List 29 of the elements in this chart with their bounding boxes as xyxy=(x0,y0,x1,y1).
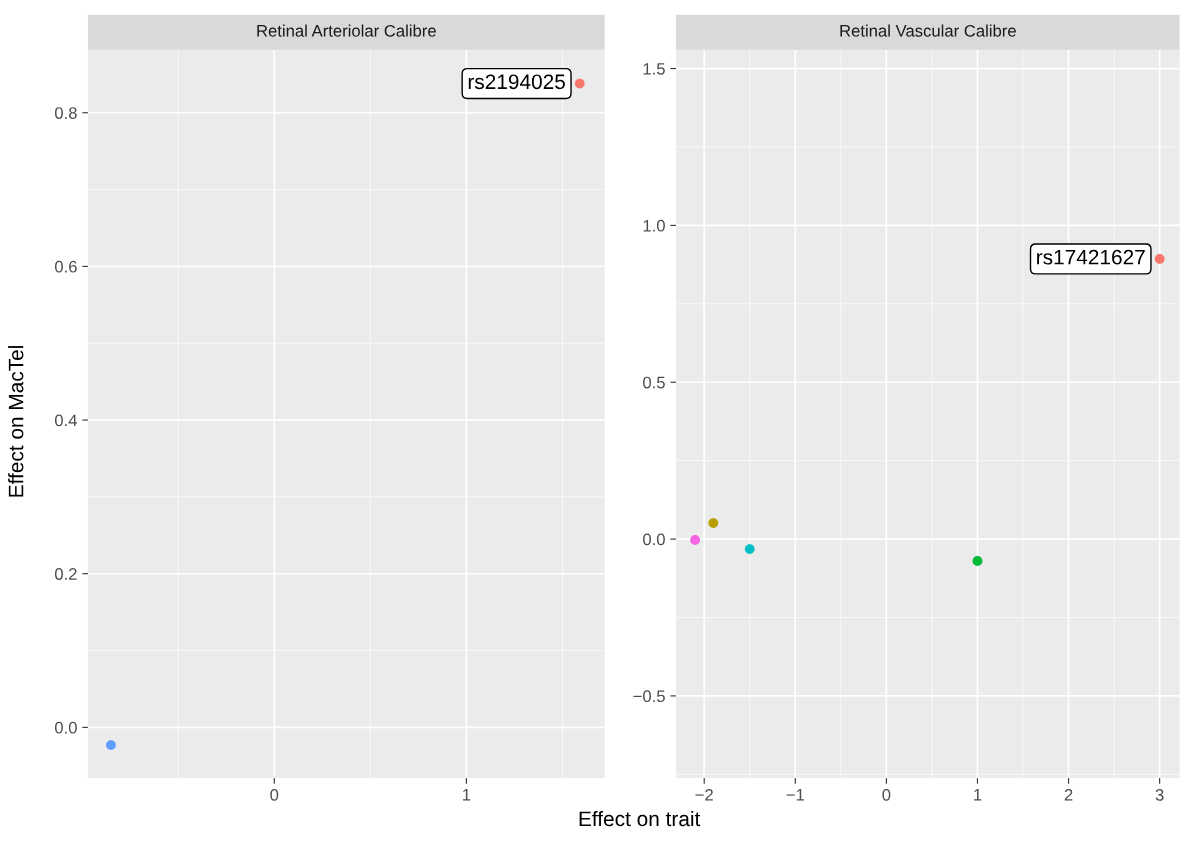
x-tick-label: 0 xyxy=(270,788,279,801)
x-tick-label: −1 xyxy=(786,789,804,801)
x-tick-label: 2 xyxy=(1064,788,1073,801)
y-tick-label: 1.5 xyxy=(643,63,665,75)
point xyxy=(972,556,983,566)
point xyxy=(690,535,701,545)
y-axis-title: Effect on MacTel xyxy=(8,346,24,497)
point xyxy=(744,544,755,555)
x-tick-label: 3 xyxy=(1155,788,1164,801)
annotation: rs2194025 xyxy=(468,74,565,90)
y-tick-label: 0.0 xyxy=(54,721,77,734)
y-tick-label: 0.6 xyxy=(54,260,77,273)
y-tick-label: 0.8 xyxy=(54,107,77,119)
y-tick-label: 1.0 xyxy=(643,219,665,232)
x-tick-label: 1 xyxy=(974,789,982,801)
y-tick-label: 0.5 xyxy=(643,376,665,389)
y-tick-label: 0.0 xyxy=(643,533,665,546)
x-axis-title: Effect on trait xyxy=(579,810,701,827)
x-tick-label: 0 xyxy=(882,788,891,801)
annotation: rs17421627 xyxy=(1037,249,1145,265)
y-tick-label: −0.5 xyxy=(633,690,665,703)
x-tick-label: −2 xyxy=(695,788,713,801)
x-tick-label: 1 xyxy=(463,789,471,801)
y-tick-label: 0.2 xyxy=(54,568,77,580)
point xyxy=(1154,254,1165,264)
chart-title: Retinal Vascular Calibre xyxy=(840,24,1016,37)
point xyxy=(708,518,719,528)
chart-title: Retinal Arteriolar Calibre xyxy=(257,24,436,37)
y-tick-label: 0.4 xyxy=(54,414,78,427)
